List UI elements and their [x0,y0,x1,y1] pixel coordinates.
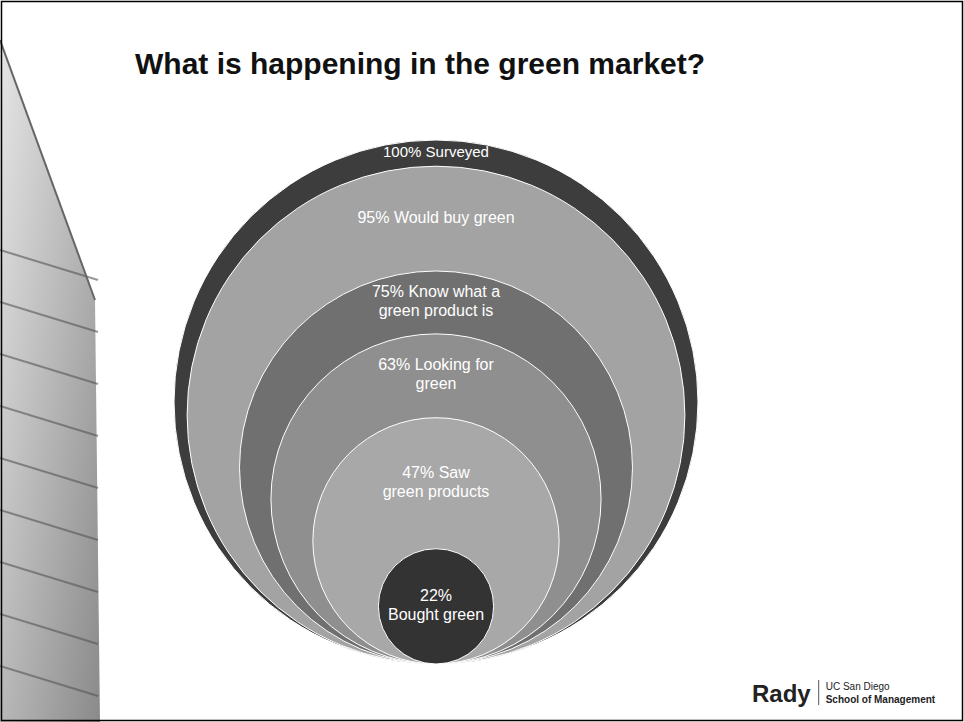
logo-brand: Rady [752,680,811,707]
building-photo [0,40,100,722]
building-floor [0,458,98,488]
category-label: Bought green [388,606,484,623]
building-edge [0,40,95,300]
title: What is happening in the green market? [135,47,705,80]
logo-separator [818,680,819,705]
building-floor [0,666,98,696]
building-floor [0,562,98,592]
value-label: 95% [357,209,389,226]
background [0,0,964,722]
logo-university: UC San Diego [826,681,890,692]
value-label: 75% [372,283,404,300]
category-label: Surveyed [421,143,489,160]
ring-label: 100% Surveyed [383,143,489,160]
category-label: Know what a [404,283,500,300]
ring-label: green products [383,483,490,500]
circle [313,418,559,664]
building-floor [0,354,98,384]
building-floor [0,406,98,436]
slide: What is happening in the green market? 10… [0,0,964,722]
circle [240,271,633,664]
logo-school: School of Management [826,694,936,705]
value-label: 63% [378,356,410,373]
ring-label: 95% Would buy green [357,209,514,226]
ring-label: 22% [420,587,452,604]
category-label: green product is [379,302,494,319]
circle [378,549,493,664]
ring-label: green [416,375,457,392]
building-floor [0,250,98,280]
ring-label: green product is [379,302,494,319]
value-label: 47% [402,464,434,481]
category-label: green [416,375,457,392]
slide-border [2,2,963,721]
building-floor [0,302,98,332]
ring-label: 47% Saw [402,464,470,481]
category-label: green products [383,483,490,500]
value-label: 100% [383,143,421,160]
ring-label: Bought green [388,606,484,623]
ring-label: 75% Know what a [372,283,500,300]
circle [271,334,601,664]
value-label: 22% [420,587,452,604]
labels: 100% Surveyed 95% Would buy green 75% Know… [357,143,514,623]
building-floor [0,614,98,644]
building-floor [0,510,98,540]
ring-label: 63% Looking for [378,356,494,373]
category-label: Would buy green [389,209,514,226]
circle [187,166,685,664]
circle [174,140,698,664]
category-label: Looking for [410,356,494,373]
category-label: Saw [434,464,470,481]
